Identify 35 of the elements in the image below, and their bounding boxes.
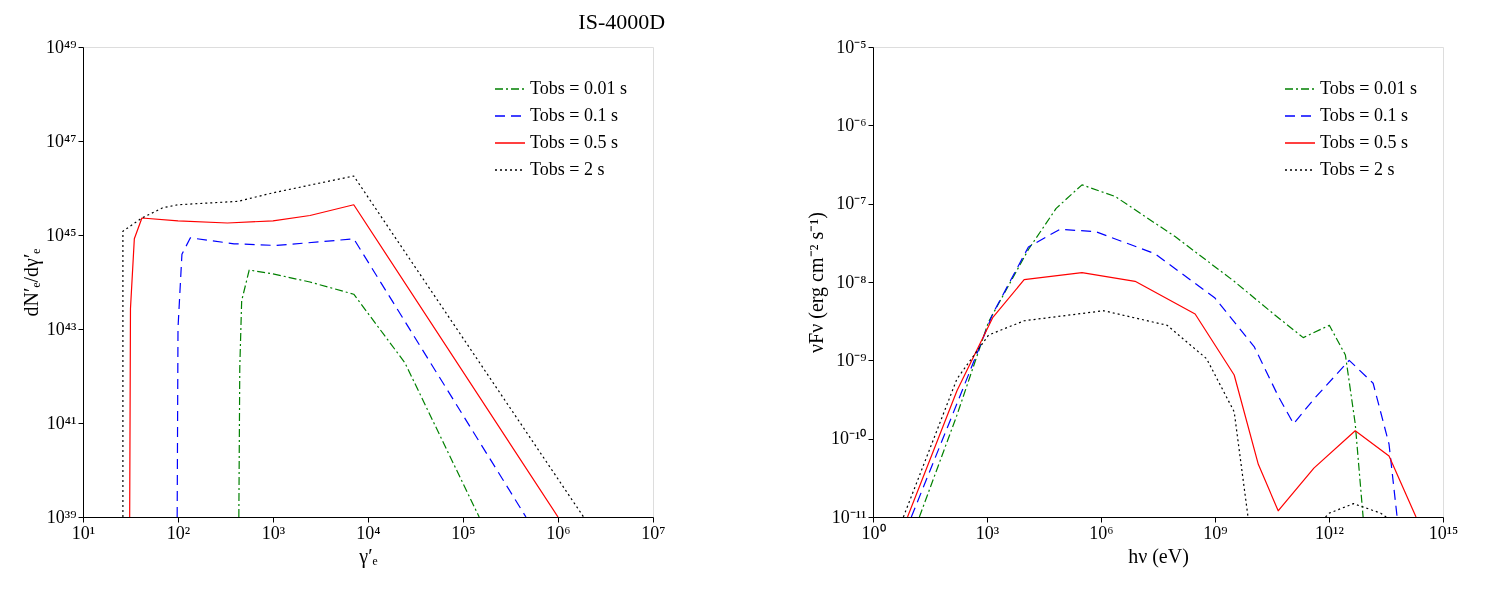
x-tick-label: 10⁴: [356, 522, 381, 543]
y-tick-label: 10⁴³: [46, 318, 78, 339]
y-tick-label: 10⁻⁵: [836, 36, 867, 57]
legend-label: Tobs = 0.01 s: [1320, 78, 1417, 98]
legend-label: Tobs = 0.01 s: [530, 78, 627, 98]
y-tick-label: 10⁻⁹: [836, 349, 867, 370]
y-tick-label: 10⁻⁶: [836, 114, 867, 135]
x-tick-label: 10⁶: [1089, 522, 1114, 543]
x-tick-label: 10¹²: [1315, 522, 1344, 543]
y-tick-label: 10⁴⁵: [45, 224, 77, 245]
x-tick-label: 10³: [975, 522, 1000, 543]
y-tick-label: 10⁴⁷: [45, 130, 77, 151]
x-tick-label: 10¹⁵: [1428, 522, 1459, 543]
y-tick-label: 10⁻⁸: [836, 271, 867, 292]
chart-title: IS-4000D: [578, 9, 666, 34]
x-tick-label: 10⁹: [1203, 522, 1228, 543]
legend-label: Tobs = 0.5 s: [530, 132, 618, 152]
x-tick-label: 10³: [261, 522, 286, 543]
y-tick-label: 10⁻¹⁰: [831, 428, 867, 449]
legend-label: Tobs = 0.5 s: [1320, 132, 1408, 152]
legend-label: Tobs = 2 s: [530, 159, 605, 179]
x-tick-label: 10²: [166, 522, 191, 543]
y-tick-label: 10⁴⁹: [45, 36, 77, 57]
x-tick-label: 10⁷: [641, 522, 666, 543]
x-axis-title: hν (eV): [1128, 544, 1189, 568]
legend-label: Tobs = 2 s: [1320, 159, 1395, 179]
y-axis-title: dN′ₑ/dγ′ₑ: [19, 248, 43, 317]
legend-label: Tobs = 0.1 s: [1320, 105, 1408, 125]
y-tick-label: 10⁴¹: [46, 412, 77, 433]
x-axis-title: γ′ₑ: [358, 544, 378, 568]
x-tick-label: 10⁵: [451, 522, 476, 543]
y-tick-label: 10⁻⁷: [836, 193, 867, 214]
legend-label: Tobs = 0.1 s: [530, 105, 618, 125]
y-axis-title: νFν (erg cm⁻² s⁻¹): [805, 212, 829, 353]
x-tick-label: 10⁶: [546, 522, 571, 543]
